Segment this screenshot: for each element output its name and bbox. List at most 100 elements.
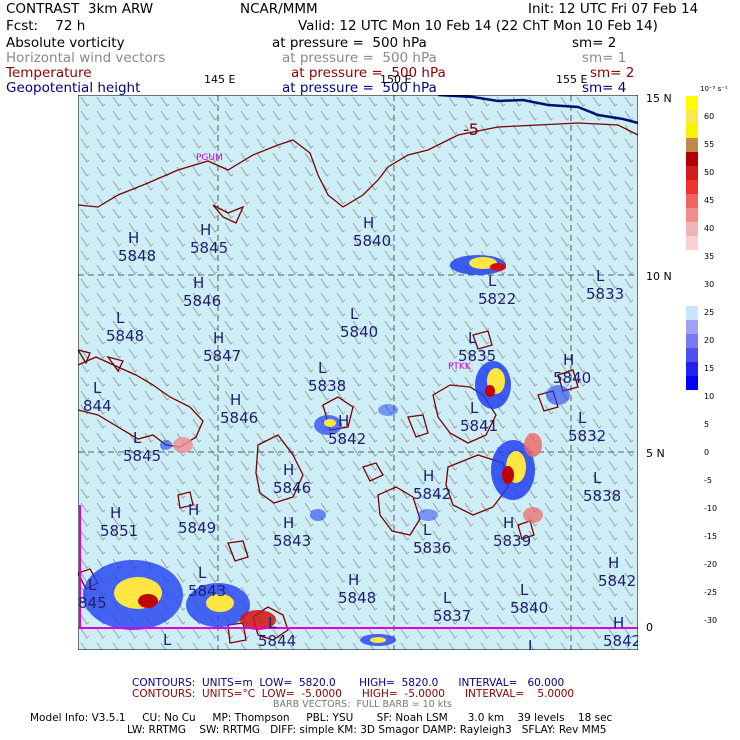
lat-label-5n: 5 N [646,447,665,460]
colorbar-segment [686,320,698,334]
pressure-center-marker: L [133,429,142,447]
colorbar-segment [686,334,698,348]
pressure-center-value: 5832 [568,427,606,445]
colorbar-label: 50 [704,168,715,177]
pressure-center-marker: H [200,221,211,239]
pressure-center-marker: H [110,504,121,522]
pressure-center-value: 5846 [273,479,311,497]
pressure-center-value: 5851 [100,522,138,540]
colorbar-segment [686,208,698,222]
colorbar-label: 35 [704,252,715,261]
colorbar-label: 25 [704,308,715,317]
colorbar-label: 0 [704,448,710,457]
colorbar-label: -15 [704,532,718,541]
field-sm-wind: sm= 1 [582,50,627,66]
colorbar-segment [686,194,698,208]
pressure-center-value: 5844 [258,632,296,650]
pressure-center-value: 5840 [340,323,378,341]
field-name-geopotential: Geopotential height [6,80,141,96]
colorbar-label: -20 [704,560,718,569]
colorbar-segment [686,264,698,278]
temp-contour-label: -5 [463,120,479,139]
pressure-center-marker: H [423,467,434,485]
pressure-center-marker: H [213,329,224,347]
colorbar-segment [686,348,698,362]
pressure-center-value: 5842 [603,632,638,650]
field-level-wind: at pressure = 500 hPa [282,50,437,66]
colorbar-label: 40 [704,224,715,233]
pressure-center-value: 5846 [183,292,221,310]
colorbar-segment [686,110,698,124]
colorbar-segment [686,124,698,138]
pressure-center-value: 5835 [458,347,496,365]
pressure-center-value: 845 [78,594,107,612]
footer-model-info: Model Info: V3.5.1 CU: No Cu MP: Thompso… [30,712,613,724]
colorbar [686,96,698,390]
pressure-center-marker: L [528,637,537,650]
pressure-center-value: 5843 [273,532,311,550]
pressure-center-marker: L [93,379,102,397]
colorbar-label: -30 [704,616,718,625]
colorbar-label: 20 [704,336,715,345]
pressure-center-value: 5841 [460,417,498,435]
pressure-center-marker: H [283,461,294,479]
field-name-wind: Horizontal wind vectors [6,50,166,66]
pressure-center-marker: H [348,571,359,589]
colorbar-segment [686,376,698,390]
init-time: Init: 12 UTC Fri 07 Feb 14 [528,1,699,17]
pressure-center-marker: L [350,305,359,323]
colorbar-label: 5 [704,420,710,429]
pressure-center-marker: H [193,274,204,292]
pressure-center-value: 5843 [188,582,226,600]
pressure-center-value: 5845 [123,447,161,465]
colorbar-segment [686,222,698,236]
colorbar-segment [686,180,698,194]
station-pgum: PGUM [196,153,223,163]
colorbar-segment [686,306,698,320]
pressure-center-value: 5842 [598,572,636,590]
field-level-geopotential: at pressure = 500 hPa [282,80,437,96]
pressure-center-marker: H [503,514,514,532]
pressure-center-value: 5838 [308,377,346,395]
pressure-center-value: 5840 [353,232,391,250]
vorticity-shading [83,255,570,646]
pressure-center-marker: L [470,399,479,417]
lat-label-0: 0 [646,621,653,634]
footer-model-physics: LW: RRTMG SW: RRTMG DIFF: simple KM: 3D … [127,724,607,736]
pressure-center-value: 5833 [586,285,624,303]
colorbar-unit: 10⁻⁵ s⁻¹ [700,85,728,93]
colorbar-segment [686,152,698,166]
pressure-center-value: 5840 [510,599,548,617]
colorbar-segment [686,292,698,306]
forecast-hour: Fcst: 72 h [6,18,86,34]
pressure-center-value: 5839 [493,532,531,550]
pressure-center-marker: L [318,359,327,377]
station-ptkk: PTKK [448,362,472,372]
lat-label-10n: 10 N [646,270,672,283]
pressure-center-marker: L [268,614,277,632]
colorbar-label: -25 [704,588,718,597]
colorbar-label: -5 [704,476,712,485]
pressure-center-value: 5842 [328,430,366,448]
pressure-center-marker: L [198,564,207,582]
pressure-center-value: 5838 [583,487,621,505]
pressure-center-value: 5822 [478,290,516,308]
pressure-center-value: 5837 [433,607,471,625]
pressure-center-value: 5836 [413,539,451,557]
colorbar-segment [686,236,698,250]
pressure-center-value: 5849 [178,519,216,537]
pressure-center-marker: H [188,501,199,519]
pressure-center-marker: L [88,576,97,594]
field-sm-geopotential: sm= 4 [582,80,627,96]
colorbar-label: 30 [704,280,715,289]
pressure-center-marker: L [520,581,529,599]
pressure-center-marker: L [488,272,497,290]
geopotential-contour-5820 [437,95,638,125]
pressure-center-value: 5840 [553,369,591,387]
wind-barbs [78,95,638,650]
lon-label-155e: 155 E [556,73,588,86]
pressure-center-marker: H [608,554,619,572]
model-title: CONTRAST 3km ARW [6,1,154,17]
colorbar-segment [686,278,698,292]
